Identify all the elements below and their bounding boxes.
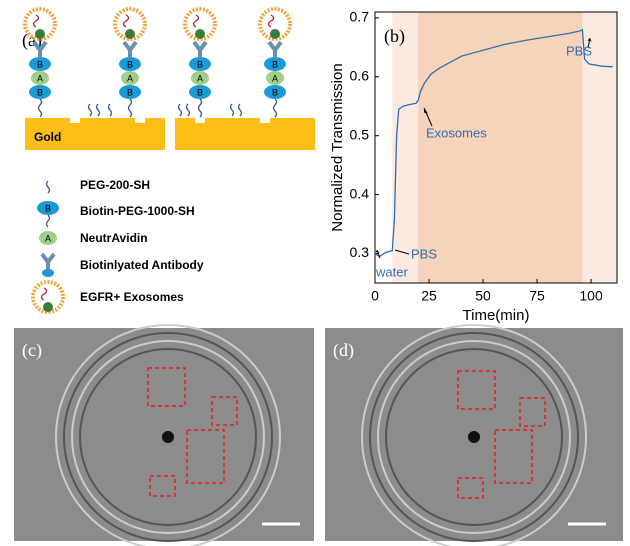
x-tick-label: 75	[529, 288, 545, 304]
letter: B	[272, 87, 278, 97]
y-axis-label: Normalized Transmission	[329, 63, 346, 231]
letter: B	[272, 59, 278, 69]
antibody	[124, 42, 136, 58]
exosome	[260, 9, 290, 39]
exosome	[115, 9, 145, 39]
y-tick-label: 0.5	[350, 126, 370, 142]
letter: B	[127, 87, 133, 97]
y-tick-label: 0.7	[350, 9, 370, 25]
panel-label: (b)	[384, 26, 405, 47]
letter: A	[37, 73, 43, 83]
legend-item: PEG-200-SH	[80, 178, 150, 192]
legend-item: NeutrAvidin	[80, 231, 148, 245]
exosome	[185, 9, 215, 39]
y-tick-label: 0.6	[350, 68, 370, 84]
gold-label: Gold	[34, 130, 61, 144]
legend-item: Biotin-PEG-1000-SH	[80, 204, 195, 218]
letter: B	[45, 203, 51, 213]
gold-right	[175, 118, 315, 150]
shaded-region	[418, 12, 582, 283]
x-tick-label: 100	[579, 288, 603, 304]
letter: B	[37, 59, 43, 69]
panel-b: 0 25 50 75 100 0.3 0.4 0.5 0.6 0.7 Time(min) Normal…	[329, 9, 617, 324]
letter: A	[45, 233, 51, 243]
x-axis-label: Time(min)	[463, 307, 530, 324]
annotation: Exosomes	[426, 125, 487, 140]
panel-label: (d)	[333, 340, 354, 361]
panel-c: (c)	[14, 325, 314, 546]
linker	[274, 99, 277, 117]
y-tick-label: 0.3	[350, 244, 370, 260]
annotation: water	[375, 264, 408, 279]
letter: A	[272, 73, 278, 83]
legend-item: EGFR+ Exosomes	[80, 290, 184, 304]
linker	[129, 99, 132, 117]
antibody	[194, 42, 206, 58]
x-tick-label: 50	[475, 288, 491, 304]
antibody	[269, 42, 281, 58]
legend-item: Biotinlyated Antibody	[80, 258, 204, 272]
x-tick-label: 0	[371, 288, 379, 304]
annotation: PBS	[566, 43, 592, 58]
letter: B	[37, 87, 43, 97]
panel-label: (c)	[22, 340, 42, 361]
letter: A	[127, 73, 133, 83]
letter: B	[127, 59, 133, 69]
x-tick-label: 25	[421, 288, 437, 304]
panel-d: (d)	[325, 325, 623, 546]
linker	[39, 99, 42, 117]
linker	[199, 99, 202, 117]
exosome	[25, 9, 55, 39]
letter: B	[197, 59, 203, 69]
annotation: PBS	[411, 246, 437, 261]
letter: A	[197, 73, 203, 83]
figure: (a) Gold BABBABBABBAB B A PEG-200-SH Bio…	[0, 0, 630, 546]
y-tick-label: 0.4	[350, 185, 370, 201]
letter: B	[197, 87, 203, 97]
